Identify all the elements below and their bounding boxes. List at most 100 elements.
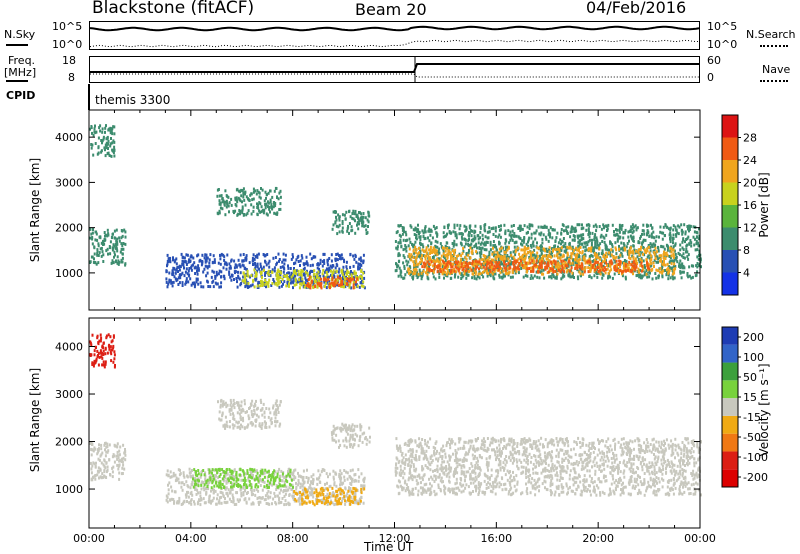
heatmap-cell — [449, 276, 452, 280]
heatmap-cell — [601, 249, 604, 253]
heatmap-cell — [174, 277, 177, 281]
heatmap-cell — [693, 243, 696, 247]
heatmap-cell — [265, 281, 268, 284]
heatmap-cell — [204, 253, 207, 257]
heatmap-cell — [197, 491, 200, 495]
heatmap-cell — [566, 232, 569, 235]
colorbar-segment — [722, 115, 738, 138]
heatmap-cell — [360, 270, 363, 273]
heatmap-cell — [351, 275, 353, 279]
heatmap-cell — [234, 263, 237, 267]
heatmap-cell — [246, 284, 249, 288]
heatmap-cell — [603, 240, 606, 244]
heatmap-cell — [106, 135, 109, 139]
heatmap-cell — [203, 256, 206, 260]
heatmap-cell — [584, 249, 587, 253]
heatmap-cell — [532, 244, 535, 248]
heatmap-cell — [474, 262, 476, 266]
heatmap-cell — [306, 273, 309, 277]
heatmap-cell — [353, 473, 356, 477]
heatmap-cell — [643, 232, 646, 236]
heatmap-cell — [326, 258, 329, 262]
heatmap-cell — [244, 203, 247, 207]
heatmap-cell — [489, 243, 492, 247]
heatmap-cell — [299, 272, 302, 276]
heatmap-cell — [431, 256, 434, 259]
heatmap-cell — [596, 265, 599, 269]
heatmap-cell — [173, 501, 175, 505]
heatmap-cell — [219, 206, 222, 210]
heatmap-cell — [581, 242, 583, 246]
heatmap-cell — [107, 449, 110, 453]
heatmap-cell — [526, 251, 529, 254]
heatmap-cell — [269, 198, 272, 202]
heatmap-cell — [429, 252, 431, 255]
heatmap-cell — [341, 496, 344, 500]
heatmap-cell — [580, 236, 583, 240]
heatmap-cell — [615, 255, 618, 259]
heatmap-cell — [201, 253, 204, 257]
heatmap-cell — [345, 267, 348, 271]
heatmap-cell — [223, 258, 226, 262]
heatmap-cell — [485, 240, 488, 244]
heatmap-cell — [321, 264, 324, 268]
heatmap-cell — [492, 226, 495, 230]
heatmap-cell — [467, 270, 470, 273]
heatmap-cell — [288, 271, 291, 275]
heatmap-cell — [471, 249, 474, 253]
heatmap-cell — [103, 443, 106, 447]
heatmap-cell — [331, 274, 334, 278]
heatmap-cell — [618, 230, 621, 234]
heatmap-cell — [582, 272, 585, 276]
heatmap-cell — [488, 265, 491, 269]
heatmap-cell — [317, 279, 320, 283]
heatmap-cell — [604, 268, 607, 272]
heatmap-cell — [247, 478, 250, 482]
heatmap-cell — [682, 256, 685, 259]
heatmap-cell — [483, 224, 486, 228]
heatmap-cell — [341, 220, 344, 223]
heatmap-cell — [252, 205, 255, 209]
heatmap-cell — [306, 271, 309, 275]
heatmap-cell — [602, 223, 605, 227]
heatmap-cell — [258, 201, 261, 205]
heatmap-cell — [298, 280, 301, 283]
heatmap-cell — [322, 268, 325, 272]
heatmap-cell — [320, 282, 323, 286]
heatmap-cell — [197, 282, 200, 286]
heatmap-cell — [239, 212, 241, 216]
heatmap-cell — [220, 252, 223, 256]
heatmap-cell — [447, 249, 450, 253]
heatmap-cell — [478, 246, 481, 250]
nsearch-tick-high: 10^5 — [707, 20, 738, 33]
heatmap-cell — [675, 256, 677, 260]
y-tick-label: 4000 — [55, 131, 83, 144]
heatmap-cell — [640, 269, 643, 273]
heatmap-cell — [225, 501, 228, 505]
heatmap-cell — [252, 187, 255, 191]
heatmap-cell — [624, 263, 627, 267]
heatmap-cell — [239, 271, 242, 275]
heatmap-cell — [641, 229, 644, 233]
heatmap-cell — [398, 259, 401, 263]
heatmap-cell — [574, 264, 577, 267]
heatmap-cell — [92, 133, 95, 137]
heatmap-cell — [300, 254, 303, 258]
heatmap-cell — [340, 253, 343, 257]
heatmap-cell — [109, 126, 112, 130]
heatmap-cell — [284, 476, 287, 480]
heatmap-cell — [346, 492, 349, 496]
heatmap-cell — [593, 262, 596, 266]
heatmap-cell — [499, 257, 502, 261]
heatmap-cell — [107, 152, 110, 156]
heatmap-cell — [216, 194, 219, 198]
heatmap-cell — [670, 250, 673, 254]
heatmap-cell — [216, 273, 218, 277]
heatmap-cell — [287, 264, 289, 268]
heatmap-cell — [268, 472, 270, 476]
heatmap-cell — [318, 284, 321, 288]
heatmap-cell — [363, 224, 366, 228]
heatmap-cell — [686, 273, 689, 277]
heatmap-cell — [278, 498, 280, 502]
heatmap-cell — [229, 275, 232, 279]
